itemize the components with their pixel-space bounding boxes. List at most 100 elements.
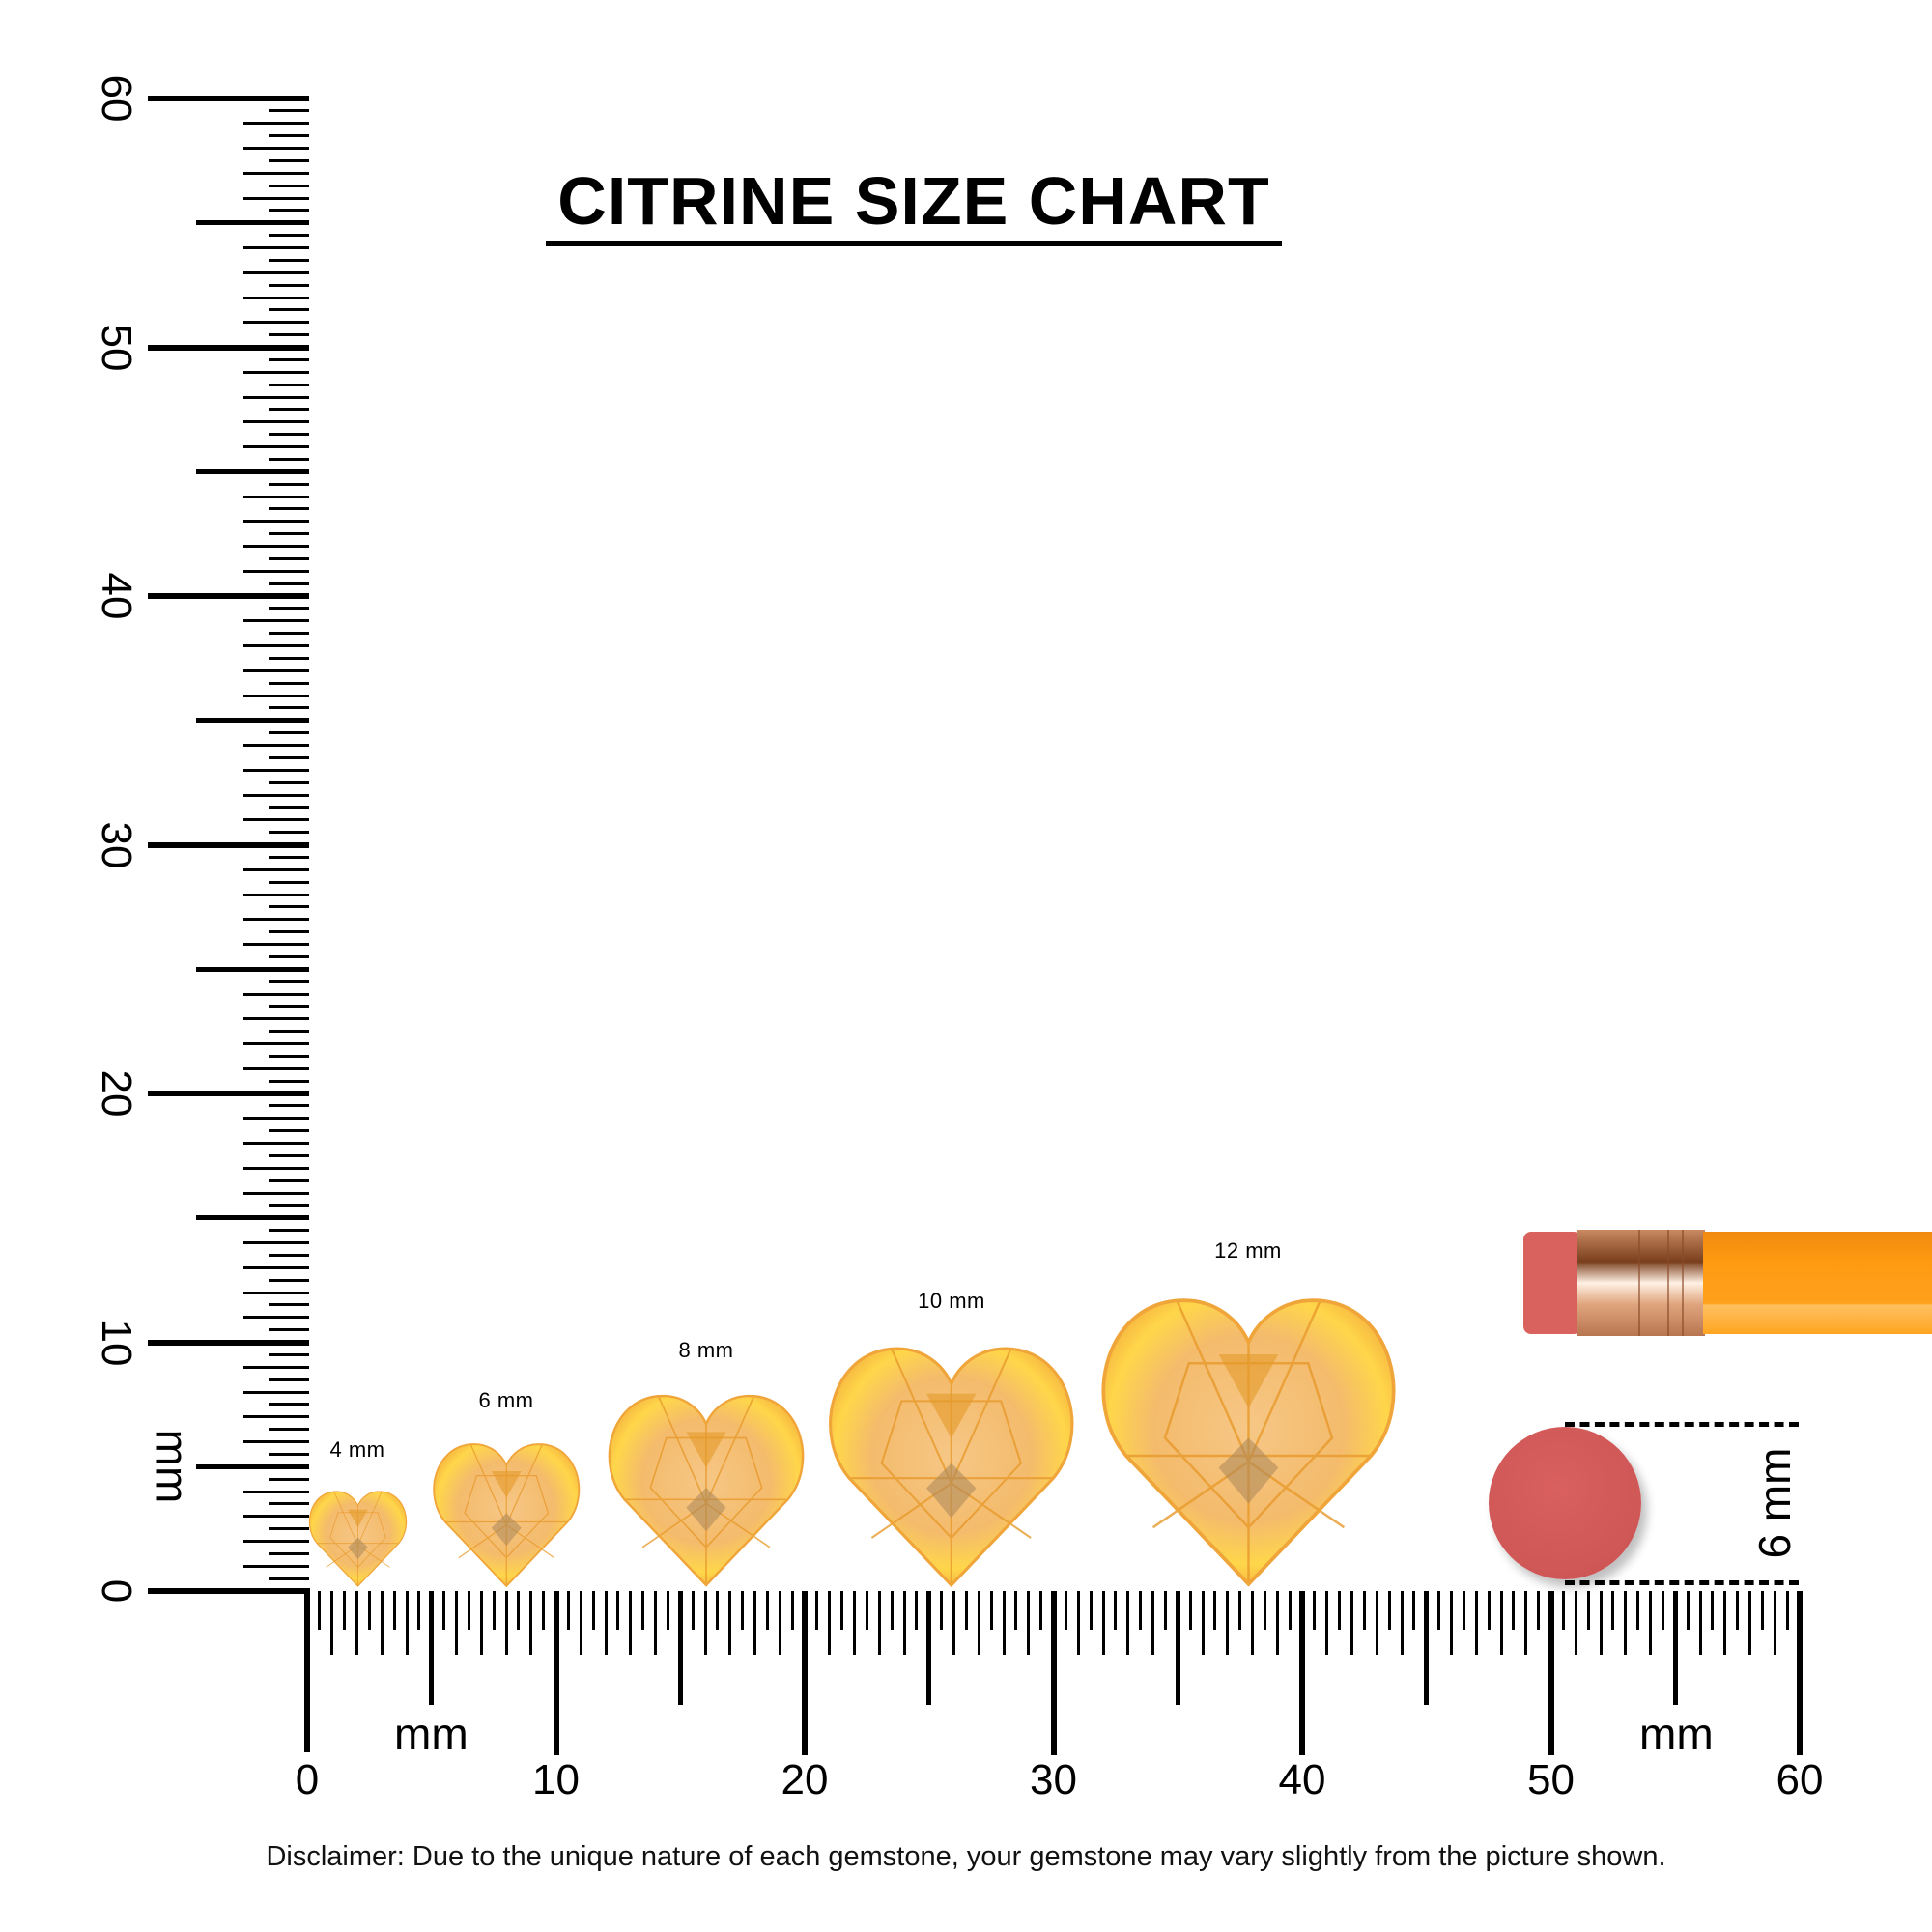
horizontal-ruler-tick <box>553 1591 559 1755</box>
horizontal-ruler-tick <box>703 1591 707 1655</box>
vertical-ruler-tick <box>269 731 309 735</box>
x-unit-label-right: mm <box>1639 1709 1714 1759</box>
vertical-ruler-tick <box>269 880 309 884</box>
x-unit-label-left: mm <box>394 1709 469 1759</box>
horizontal-ruler-tick <box>1299 1591 1305 1755</box>
vertical-ruler-tick <box>243 867 309 871</box>
horizontal-ruler-tick <box>716 1591 720 1630</box>
vertical-ruler-tick <box>269 1352 309 1356</box>
horizontal-ruler-tick <box>1723 1591 1727 1655</box>
disclaimer: Disclaimer: Due to the unique nature of … <box>266 1841 1666 1872</box>
vertical-ruler-tick <box>148 344 309 351</box>
vertical-ruler-tick <box>243 1142 309 1145</box>
horizontal-ruler-tick <box>1424 1591 1430 1705</box>
horizontal-ruler-tick <box>429 1591 435 1705</box>
vertical-ruler-tick <box>196 718 309 724</box>
horizontal-ruler-tick <box>1599 1591 1603 1655</box>
horizontal-ruler-tick <box>1039 1591 1043 1630</box>
vertical-ruler-tick <box>269 1328 309 1332</box>
heart-gem-6mm <box>432 1442 581 1587</box>
horizontal-ruler-tick <box>790 1591 794 1630</box>
vertical-ruler-tick <box>243 793 309 797</box>
horizontal-ruler-tick <box>367 1591 371 1630</box>
x-tick-label: 0 <box>295 1756 320 1804</box>
horizontal-ruler-tick <box>1548 1591 1554 1755</box>
y-tick-label: 40 <box>93 572 140 620</box>
horizontal-ruler-tick <box>1275 1591 1279 1655</box>
horizontal-ruler-tick <box>616 1591 620 1630</box>
horizontal-ruler-tick <box>604 1591 608 1655</box>
vertical-ruler-tick <box>269 1129 309 1133</box>
horizontal-ruler-tick <box>330 1591 334 1655</box>
vertical-ruler-tick <box>269 234 309 238</box>
horizontal-ruler-tick <box>964 1591 968 1630</box>
vertical-ruler-tick <box>269 1104 309 1108</box>
vertical-ruler-tick <box>243 1540 309 1543</box>
horizontal-ruler-tick <box>1089 1591 1093 1630</box>
vertical-ruler-tick <box>196 1463 309 1469</box>
gem-size-label: 8 mm <box>678 1338 734 1362</box>
vertical-ruler-tick <box>243 744 309 747</box>
vertical-ruler-tick <box>243 694 309 697</box>
vertical-ruler-tick <box>243 171 309 175</box>
horizontal-ruler-tick <box>1251 1591 1254 1655</box>
x-tick-label: 50 <box>1527 1756 1575 1804</box>
vertical-ruler-tick <box>243 1191 309 1195</box>
horizontal-ruler-tick <box>1698 1591 1702 1655</box>
horizontal-ruler-tick <box>1574 1591 1577 1655</box>
vertical-ruler-tick <box>269 1229 309 1233</box>
horizontal-ruler-tick <box>677 1591 683 1705</box>
horizontal-ruler-tick <box>442 1591 446 1630</box>
horizontal-ruler-tick <box>1375 1591 1378 1655</box>
vertical-ruler-tick <box>243 644 309 647</box>
y-tick-label: 20 <box>93 1069 140 1118</box>
horizontal-ruler-tick <box>1201 1591 1205 1655</box>
y-tick-label: 50 <box>93 324 140 371</box>
horizontal-ruler-tick <box>1050 1591 1057 1755</box>
vertical-ruler-tick <box>243 1440 309 1443</box>
vertical-ruler-tick <box>243 1365 309 1369</box>
x-tick-label: 10 <box>532 1756 580 1804</box>
horizontal-ruler-tick <box>1649 1591 1652 1655</box>
vertical-ruler-tick <box>243 246 309 249</box>
horizontal-ruler-tick <box>1139 1591 1143 1630</box>
vertical-ruler-tick <box>269 283 309 287</box>
horizontal-ruler-tick <box>877 1591 881 1655</box>
vertical-ruler-tick <box>269 632 309 636</box>
vertical-ruler-tick <box>269 457 309 461</box>
horizontal-ruler-tick <box>1611 1591 1615 1630</box>
vertical-ruler-tick <box>243 1415 309 1419</box>
vertical-ruler-tick <box>269 433 309 437</box>
vertical-ruler-tick <box>269 954 309 958</box>
vertical-ruler-tick <box>243 1166 309 1170</box>
heart-gem-12mm <box>1101 1298 1395 1587</box>
horizontal-ruler-tick <box>492 1591 496 1630</box>
vertical-ruler-tick <box>196 220 309 226</box>
horizontal-ruler-tick <box>1624 1591 1628 1655</box>
horizontal-ruler-tick <box>1338 1591 1342 1630</box>
horizontal-ruler-tick <box>1474 1591 1478 1655</box>
horizontal-ruler-tick <box>915 1591 919 1630</box>
vertical-ruler-tick <box>269 357 309 361</box>
horizontal-ruler-tick <box>926 1591 932 1705</box>
vertical-ruler-tick <box>243 1265 309 1269</box>
vertical-ruler-tick <box>243 1066 309 1070</box>
horizontal-ruler-tick <box>1313 1591 1317 1630</box>
vertical-ruler-tick <box>269 1303 309 1307</box>
dashed-line-bottom <box>1565 1580 1799 1585</box>
horizontal-ruler-tick <box>1387 1591 1391 1630</box>
vertical-ruler-tick <box>243 918 309 922</box>
vertical-ruler-tick <box>269 681 309 685</box>
horizontal-ruler-tick <box>1736 1591 1740 1630</box>
horizontal-ruler-tick <box>765 1591 769 1630</box>
horizontal-ruler-tick <box>1711 1591 1715 1630</box>
horizontal-ruler-tick <box>753 1591 756 1655</box>
horizontal-ruler-tick <box>1499 1591 1503 1655</box>
horizontal-ruler-tick <box>666 1591 669 1630</box>
horizontal-ruler-tick <box>778 1591 781 1655</box>
horizontal-ruler-tick <box>654 1591 657 1655</box>
vertical-ruler-tick <box>243 495 309 498</box>
horizontal-ruler-tick <box>1014 1591 1018 1630</box>
vertical-ruler-tick <box>196 1215 309 1221</box>
vertical-ruler-tick <box>243 122 309 126</box>
